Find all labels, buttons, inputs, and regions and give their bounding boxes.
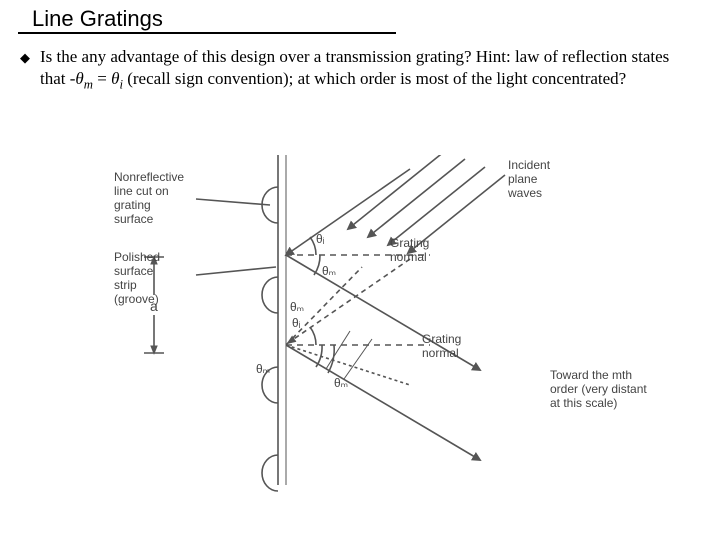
lbl-ti-2: θᵢ — [292, 316, 301, 330]
lbl-tm-3: θₘ — [256, 362, 270, 376]
lbl-gn1-2: normal — [390, 250, 427, 264]
lbl-nonrefl-1: Nonreflective — [114, 170, 184, 184]
grating-diagram: Nonreflective line cut on grating surfac… — [110, 155, 670, 500]
lbl-tow-2: order (very distant — [550, 382, 647, 396]
lbl-ti-1: θᵢ — [316, 232, 325, 246]
lbl-gn2-2: normal — [422, 346, 459, 360]
lbl-nonrefl-2: line cut on — [114, 184, 169, 198]
lbl-tm-1: θₘ — [322, 264, 336, 278]
lbl-tm-2: θₘ — [290, 300, 304, 314]
body-paragraph: Is the any advantage of this design over… — [40, 46, 696, 92]
lbl-inc-1: Incident — [508, 158, 551, 172]
lbl-tm-4: θₘ — [334, 376, 348, 390]
lbl-pol-1: Polished — [114, 250, 160, 264]
lbl-inc-3: waves — [507, 186, 542, 200]
lbl-nonrefl-3: grating — [114, 198, 151, 212]
lbl-pol-2: surface — [114, 264, 154, 278]
eq: = — [93, 69, 111, 88]
lbl-gn1-1: Grating — [390, 236, 429, 250]
title-underline — [18, 32, 396, 34]
lbl-gn2-1: Grating — [422, 332, 461, 346]
lbl-inc-2: plane — [508, 172, 538, 186]
lbl-a: a — [150, 298, 158, 314]
bullet-icon: ◆ — [20, 50, 30, 66]
sub-m: m — [84, 77, 93, 91]
body-part2: (recall sign convention); at which order… — [123, 69, 626, 88]
lbl-pol-3: strip — [114, 278, 137, 292]
lbl-tow-3: at this scale) — [550, 396, 617, 410]
lbl-tow-1: Toward the mth — [550, 368, 632, 382]
lbl-nonrefl-4: surface — [114, 212, 154, 226]
theta-1: θ — [75, 69, 83, 88]
